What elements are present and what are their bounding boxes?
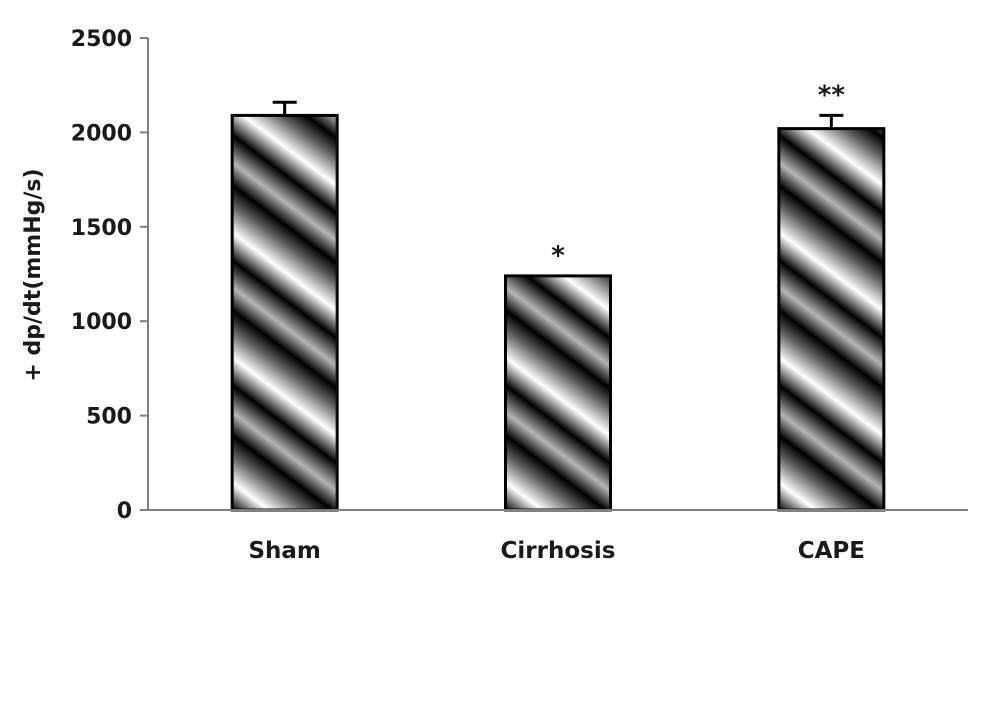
y-tick-label-500: 500 [86, 405, 132, 430]
axis-layer [140, 37, 968, 511]
y-tick-label-1000: 1000 [71, 310, 132, 335]
x-tick-label-cirrhosis: Cirrhosis [501, 538, 616, 564]
bars-layer [230, 100, 886, 512]
y-tick-label-2500: 2500 [71, 27, 132, 52]
significance-marker-cape: ** [818, 80, 846, 110]
y-tick-label-2000: 2000 [71, 121, 132, 146]
significance-marker-cirrhosis: * [551, 241, 565, 271]
labels-layer: Sham * Cirrhosis ** CAPE 0 500 1000 1500 2000 2500 [71, 27, 865, 564]
bar-cirrhosis [504, 274, 612, 512]
x-tick-label-sham: Sham [248, 538, 320, 564]
bar-cape [777, 127, 886, 512]
y-tick-label-1500: 1500 [71, 216, 132, 241]
y-tick-label-0: 0 [117, 499, 132, 524]
y-axis-title: + dp/dt(mmHg/s) [21, 168, 46, 381]
x-tick-label-cape: CAPE [798, 538, 865, 564]
bar-sham [230, 113, 339, 512]
